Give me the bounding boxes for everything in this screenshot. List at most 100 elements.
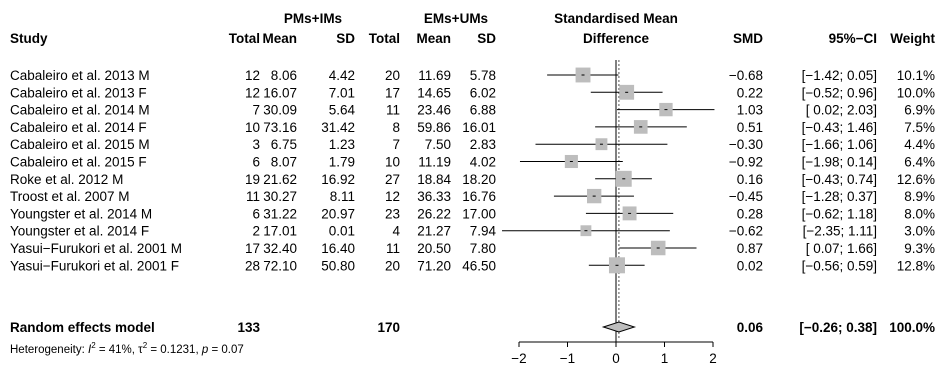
study-total2-value: 17 — [385, 85, 400, 100]
study-total2-value: 20 — [385, 68, 400, 83]
study-weight-value: 12.6% — [897, 172, 935, 187]
study-total2-value: 8 — [392, 120, 400, 135]
study-name: Youngster et al. 2014 F — [10, 224, 149, 239]
study-mean2-value: 71.20 — [417, 258, 451, 273]
study-ci-value: [−1.28; 0.37] — [802, 189, 877, 204]
summary-diamond — [601, 321, 637, 333]
study-name: Cabaleiro et al. 2015 F — [10, 155, 147, 170]
study-total2-value: 4 — [392, 224, 400, 239]
study-name: Cabaleiro et al. 2014 M — [10, 103, 150, 118]
study-ci-value: [−0.52; 0.96] — [802, 85, 877, 100]
study-sd1-value: 8.11 — [330, 189, 355, 204]
study-row: Yasui−Furukori et al. 2001 M 17 32.40 16.40… — [10, 240, 935, 256]
study-sd1-value: 5.64 — [329, 103, 356, 118]
study-weight-value: 8.0% — [904, 206, 935, 221]
study-mean2-value: 18.84 — [417, 172, 451, 187]
sd1-column-header: SD — [336, 31, 355, 46]
weight-column-header: Weight — [890, 31, 935, 46]
study-weight-value: 6.4% — [904, 155, 935, 170]
x-tick-label: −1 — [560, 351, 575, 366]
study-weight-value: 10.1% — [897, 68, 935, 83]
study-mean1-value: 30.09 — [263, 103, 297, 118]
study-name: Yasui−Furukori et al. 2001 F — [10, 258, 179, 273]
study-name: Roke et al. 2012 M — [10, 172, 123, 187]
study-total1-value: 28 — [245, 258, 260, 273]
study-sd1-value: 0.01 — [329, 224, 355, 239]
study-name: Cabaleiro et al. 2015 M — [10, 137, 150, 152]
study-weight-value: 12.8% — [897, 258, 935, 273]
study-name: Troost et al. 2007 M — [10, 189, 130, 204]
study-mean1-value: 72.10 — [263, 258, 297, 273]
study-total1-value: 12 — [245, 85, 260, 100]
study-sd2-value: 7.80 — [470, 241, 496, 256]
study-total2-value: 27 — [385, 172, 400, 187]
study-ci-value: [−0.62; 1.18] — [802, 206, 877, 221]
study-weight-value: 4.4% — [904, 137, 935, 152]
study-total2-value: 7 — [392, 137, 400, 152]
study-sd1-value: 16.92 — [321, 172, 355, 187]
study-mean1-value: 31.22 — [263, 206, 297, 221]
plot-reference-lines — [615, 60, 620, 342]
study-sd1-value: 4.42 — [329, 68, 355, 83]
group1-header: PMs+IMs — [284, 11, 342, 26]
study-column-header: Study — [10, 31, 48, 46]
plot-title-line1: Standardised Mean — [554, 11, 678, 26]
summary-total2: 170 — [377, 320, 400, 335]
study-row: Cabaleiro et al. 2014 M 7 30.09 5.64 11 23.46… — [10, 103, 935, 118]
study-mean1-value: 30.27 — [263, 189, 297, 204]
study-sd2-value: 46.50 — [462, 258, 496, 273]
study-sd2-value: 2.83 — [470, 137, 496, 152]
summary-label: Random effects model — [10, 320, 155, 335]
study-mean2-value: 20.50 — [417, 241, 451, 256]
study-row: Roke et al. 2012 M 19 21.62 16.92 27 18.84 18.… — [10, 170, 935, 187]
study-smd-value: −0.68 — [729, 68, 763, 83]
study-total1-value: 3 — [252, 137, 260, 152]
study-total1-value: 6 — [252, 155, 260, 170]
study-ci-value: [−1.98; 0.14] — [802, 155, 877, 170]
summary-weight: 100.0% — [889, 320, 935, 335]
study-sd1-value: 31.42 — [321, 120, 355, 135]
study-total2-value: 11 — [386, 103, 400, 118]
study-row: Cabaleiro et al. 2015 M 3 6.75 1.23 7 7.50 2.8… — [10, 137, 935, 152]
study-sd2-value: 7.94 — [470, 224, 497, 239]
study-smd-value: 0.87 — [737, 241, 763, 256]
study-total1-value: 12 — [245, 68, 260, 83]
smd-column-header: SMD — [733, 31, 763, 46]
study-total1-value: 10 — [245, 120, 260, 135]
study-mean1-value: 8.07 — [271, 155, 297, 170]
study-mean1-value: 73.16 — [263, 120, 297, 135]
study-sd2-value: 4.02 — [470, 155, 496, 170]
study-weight-value: 8.9% — [904, 189, 935, 204]
study-ci-value: [ 0.02; 2.03] — [806, 103, 877, 118]
study-total1-value: 6 — [252, 206, 260, 221]
study-mean2-value: 11.19 — [418, 155, 451, 170]
study-mean2-value: 36.33 — [417, 189, 451, 204]
study-weight-value: 7.5% — [904, 120, 935, 135]
study-total2-value: 11 — [386, 241, 400, 256]
study-row: Yasui−Furukori et al. 2001 F 28 72.10 50.80… — [10, 257, 935, 274]
study-row: Cabaleiro et al. 2013 F 12 16.07 7.01 17 14.6… — [10, 84, 935, 100]
study-smd-value: −0.30 — [729, 137, 763, 152]
plot-title-line2: Difference — [583, 31, 650, 46]
study-sd1-value: 16.40 — [321, 241, 355, 256]
study-ci-value: [−0.56; 0.59] — [802, 258, 877, 273]
study-weight-value: 9.3% — [904, 241, 935, 256]
study-mean1-value: 32.40 — [263, 241, 297, 256]
study-sd2-value: 18.20 — [462, 172, 496, 187]
study-smd-value: −0.45 — [729, 189, 763, 204]
ci-column-header: 95%−CI — [829, 31, 877, 46]
summary-ci: [−0.26; 0.38] — [799, 320, 877, 335]
study-name: Cabaleiro et al. 2013 F — [10, 85, 147, 100]
study-total2-value: 23 — [385, 206, 400, 221]
study-sd2-value: 17.00 — [462, 206, 496, 221]
study-mean2-value: 21.27 — [417, 224, 451, 239]
heterogeneity-text: Heterogeneity: I2 = 41%, τ2 = 0.1231, p … — [10, 341, 244, 356]
study-smd-value: 0.22 — [737, 85, 763, 100]
study-mean2-value: 26.22 — [417, 206, 451, 221]
study-smd-value: 0.51 — [737, 120, 763, 135]
group2-header: EMs+UMs — [424, 11, 488, 26]
summary-row: Random effects model 133 170 0.06 [−0.26; 0.… — [10, 320, 935, 335]
study-mean2-value: 14.65 — [417, 85, 451, 100]
study-rows: Cabaleiro et al. 2013 M 12 8.06 4.42 20 11.69… — [10, 67, 935, 274]
